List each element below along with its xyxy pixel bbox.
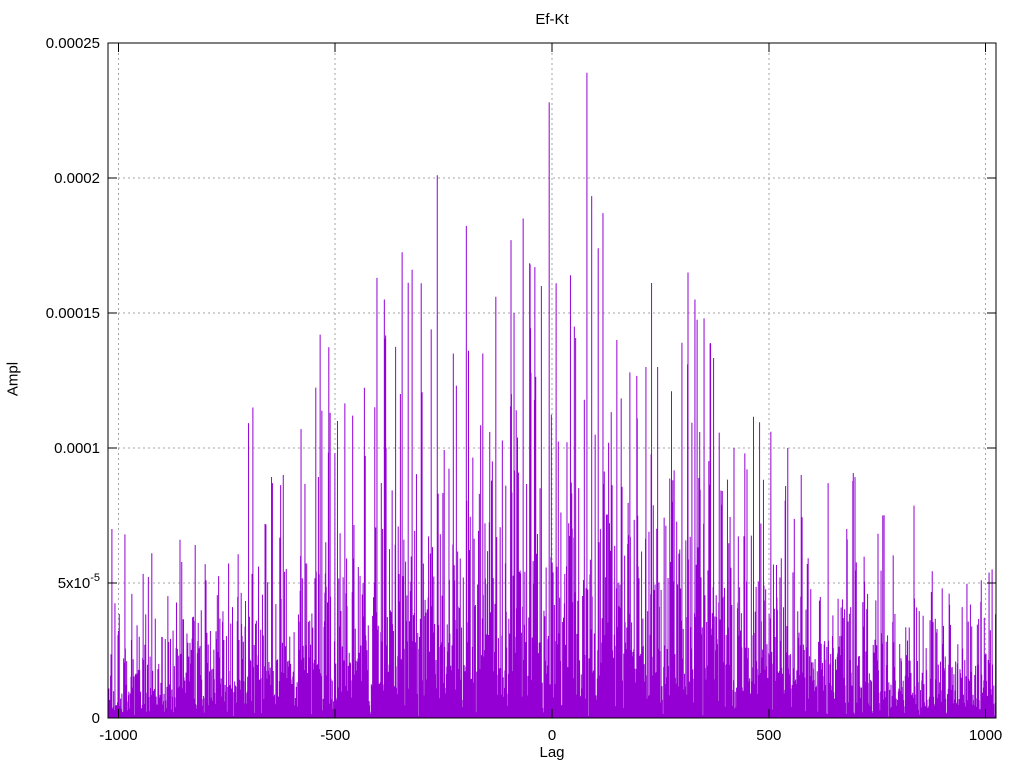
x-tick-label: 0 bbox=[548, 727, 556, 744]
y-tick-label: 5x10-5 bbox=[58, 572, 100, 592]
x-tick-label: -500 bbox=[320, 727, 350, 744]
x-tick-label: -1000 bbox=[99, 727, 137, 744]
x-axis-label: Lag bbox=[539, 744, 565, 761]
tick-marks bbox=[108, 42, 996, 719]
x-tick-label: 500 bbox=[756, 727, 781, 744]
chart-title: Ef-Kt bbox=[535, 11, 569, 28]
y-tick-label: 0.00025 bbox=[46, 35, 100, 52]
y-tick-label: 0 bbox=[92, 710, 100, 727]
y-tick-label: 0.0001 bbox=[54, 440, 100, 457]
tick-labels: -1000 -500 0 500 1000 0 5x10-5 0.0001 0.00015 0.0… bbox=[46, 35, 1003, 744]
x-tick-label: 1000 bbox=[969, 727, 1002, 744]
y-tick-label: 0.0002 bbox=[54, 170, 100, 187]
y-tick-label: 0.00015 bbox=[46, 305, 100, 322]
